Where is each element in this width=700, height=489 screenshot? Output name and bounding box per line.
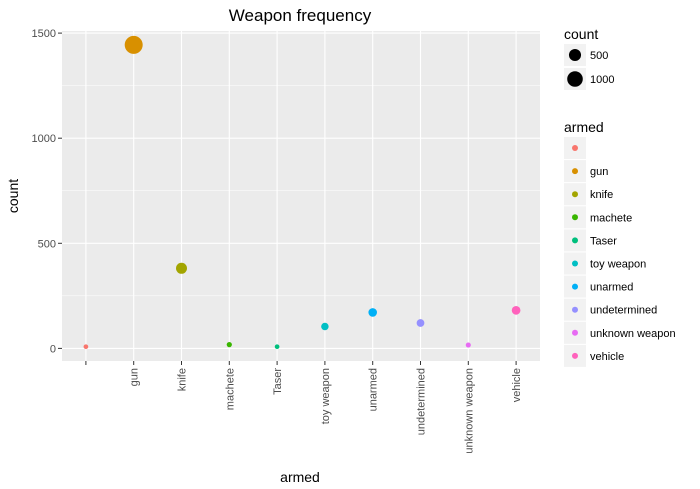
- data-point-vehicle: [511, 305, 521, 315]
- data-point-knife: [176, 262, 187, 274]
- color-legend-label: unknown weapon: [590, 328, 676, 340]
- color-legend-label: undetermined: [590, 305, 657, 317]
- data-point-undetermined: [416, 319, 425, 327]
- color-legend-point: [572, 214, 578, 221]
- size-legend-point: [568, 48, 582, 62]
- x-tick-label: gun: [129, 368, 141, 386]
- size-legend-label: 1000: [590, 74, 614, 86]
- x-tick-label: undetermined: [416, 368, 428, 435]
- x-axis-title: armed: [280, 469, 320, 485]
- y-gridlines: [62, 32, 540, 349]
- color-legend-title: armed: [564, 119, 604, 135]
- plot-panel: [62, 31, 540, 361]
- color-legend-label: knife: [590, 189, 613, 201]
- x-tick-label: machete: [224, 368, 236, 410]
- data-point-gun: [124, 35, 143, 54]
- x-axis: gun knife machete Taser toy weapon unarmed und…: [85, 361, 523, 454]
- color-legend-point: [572, 352, 578, 359]
- x-tick-label: toy weapon: [320, 368, 332, 424]
- chart-title: Weapon frequency: [229, 6, 372, 25]
- color-legend-label: gun: [590, 166, 608, 178]
- y-tick-label: 0: [50, 343, 56, 355]
- color-legend-label: unarmed: [590, 282, 633, 294]
- y-tick-label: 1000: [32, 133, 56, 145]
- color-legend-label: machete: [590, 212, 632, 224]
- color-legend-point: [572, 306, 578, 313]
- size-legend: count 500 1000: [564, 26, 614, 90]
- color-legend-point: [572, 191, 578, 198]
- data-points: [83, 35, 521, 350]
- data-point-unknown weapon: [465, 342, 471, 348]
- color-legend-label: Taser: [590, 235, 617, 247]
- color-legend-point: [572, 145, 578, 151]
- y-axis: 0 500 1000 1500: [32, 28, 62, 355]
- x-tick-label: vehicle: [511, 368, 523, 402]
- x-tick-label: unknown weapon: [463, 368, 475, 454]
- color-legend-label: toy weapon: [590, 259, 646, 271]
- color-legend-point: [572, 283, 578, 290]
- size-legend-title: count: [564, 26, 598, 42]
- color-legend-point: [572, 168, 578, 175]
- y-tick-label: 1500: [32, 28, 56, 40]
- data-point-unarmed: [368, 308, 377, 317]
- data-point-machete: [226, 342, 232, 348]
- y-tick-label: 500: [38, 238, 56, 250]
- data-point-blank: [83, 344, 89, 350]
- x-tick-label: unarmed: [368, 368, 380, 411]
- x-tick-label: knife: [177, 368, 189, 391]
- color-legend-point: [572, 329, 578, 336]
- color-legend-point: [572, 260, 578, 267]
- size-legend-point: [567, 71, 583, 87]
- data-point-toy weapon: [321, 322, 329, 331]
- color-legend-point: [572, 237, 578, 244]
- x-tick-label: Taser: [272, 368, 284, 395]
- color-legend-label: vehicle: [590, 351, 624, 363]
- y-axis-title: count: [5, 179, 21, 213]
- data-point-Taser: [274, 344, 280, 350]
- color-legend: armed gun knife machete Taser toy weapon unar…: [564, 119, 676, 367]
- size-legend-label: 500: [590, 50, 608, 62]
